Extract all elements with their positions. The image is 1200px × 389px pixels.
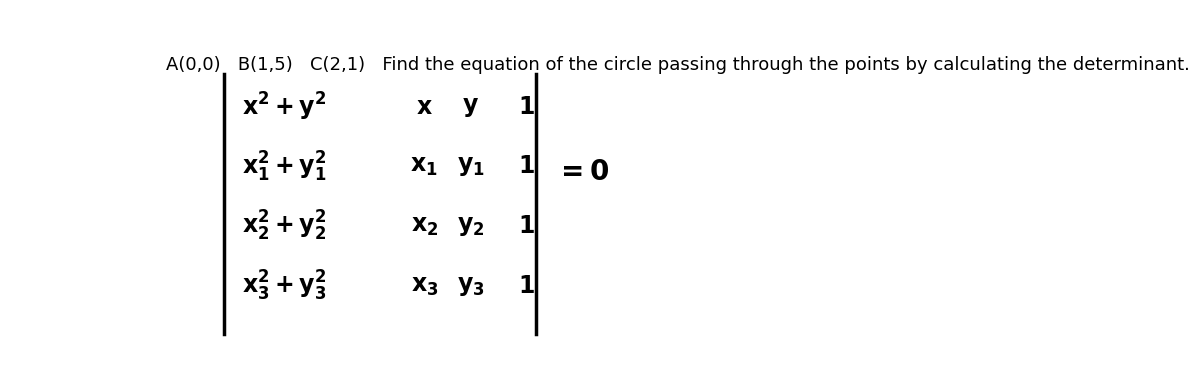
Text: $\mathbf{1}$: $\mathbf{1}$ <box>518 154 535 179</box>
Text: $\mathbf{y_2}$: $\mathbf{y_2}$ <box>457 214 485 238</box>
Text: $\mathbf{x_1}$: $\mathbf{x_1}$ <box>410 154 438 179</box>
Text: $\mathbf{1}$: $\mathbf{1}$ <box>518 95 535 119</box>
Text: $\mathbf{1}$: $\mathbf{1}$ <box>518 274 535 298</box>
Text: $\mathbf{x_2}$: $\mathbf{x_2}$ <box>410 214 438 238</box>
Text: $\mathbf{x_1^2+y_1^2}$: $\mathbf{x_1^2+y_1^2}$ <box>242 149 326 184</box>
Text: $\mathbf{1}$: $\mathbf{1}$ <box>518 214 535 238</box>
Text: $\mathbf{x_3}$: $\mathbf{x_3}$ <box>410 274 438 298</box>
Text: $\mathbf{x^2+y^2}$: $\mathbf{x^2+y^2}$ <box>242 91 326 123</box>
Text: $\mathbf{x_3^2+y_3^2}$: $\mathbf{x_3^2+y_3^2}$ <box>242 269 326 303</box>
Text: $\mathbf{x_2^2+y_2^2}$: $\mathbf{x_2^2+y_2^2}$ <box>242 209 326 244</box>
Text: $\mathbf{x}$: $\mathbf{x}$ <box>416 95 433 119</box>
Text: $\mathbf{=0}$: $\mathbf{=0}$ <box>554 158 608 186</box>
Text: $\mathbf{y_1}$: $\mathbf{y_1}$ <box>457 154 485 179</box>
Text: $\mathbf{y}$: $\mathbf{y}$ <box>462 95 479 119</box>
Text: $\mathbf{y_3}$: $\mathbf{y_3}$ <box>457 274 485 298</box>
Text: A(0,0)   B(1,5)   C(2,1)   Find the equation of the circle passing through the p: A(0,0) B(1,5) C(2,1) Find the equation o… <box>166 56 1189 74</box>
